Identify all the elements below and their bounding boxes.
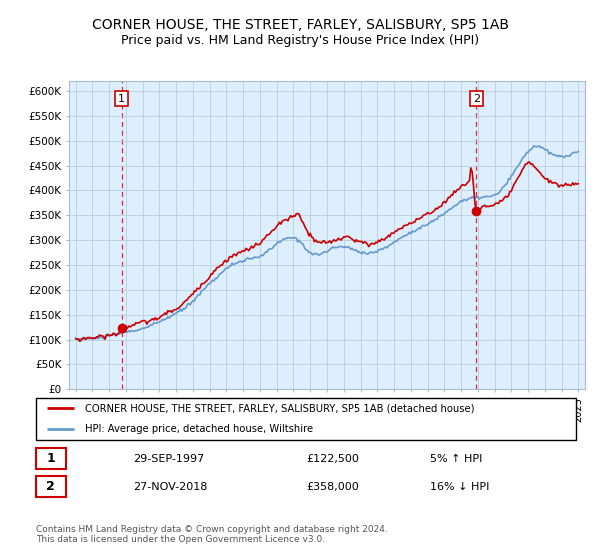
Text: Contains HM Land Registry data © Crown copyright and database right 2024.
This d: Contains HM Land Registry data © Crown c… [36, 525, 388, 544]
Text: CORNER HOUSE, THE STREET, FARLEY, SALISBURY, SP5 1AB: CORNER HOUSE, THE STREET, FARLEY, SALISB… [91, 18, 509, 32]
Text: 5% ↑ HPI: 5% ↑ HPI [430, 454, 482, 464]
FancyBboxPatch shape [36, 398, 576, 440]
Text: 16% ↓ HPI: 16% ↓ HPI [430, 482, 490, 492]
Text: 2: 2 [46, 480, 55, 493]
Text: Price paid vs. HM Land Registry's House Price Index (HPI): Price paid vs. HM Land Registry's House … [121, 34, 479, 48]
Text: 27-NOV-2018: 27-NOV-2018 [133, 482, 208, 492]
Text: £358,000: £358,000 [306, 482, 359, 492]
Text: 1: 1 [46, 452, 55, 465]
Text: 2: 2 [473, 94, 480, 104]
Text: 29-SEP-1997: 29-SEP-1997 [133, 454, 205, 464]
Text: CORNER HOUSE, THE STREET, FARLEY, SALISBURY, SP5 1AB (detached house): CORNER HOUSE, THE STREET, FARLEY, SALISB… [85, 403, 474, 413]
FancyBboxPatch shape [36, 476, 66, 497]
Text: 1: 1 [118, 94, 125, 104]
FancyBboxPatch shape [36, 448, 66, 469]
Text: HPI: Average price, detached house, Wiltshire: HPI: Average price, detached house, Wilt… [85, 424, 313, 434]
Text: £122,500: £122,500 [306, 454, 359, 464]
